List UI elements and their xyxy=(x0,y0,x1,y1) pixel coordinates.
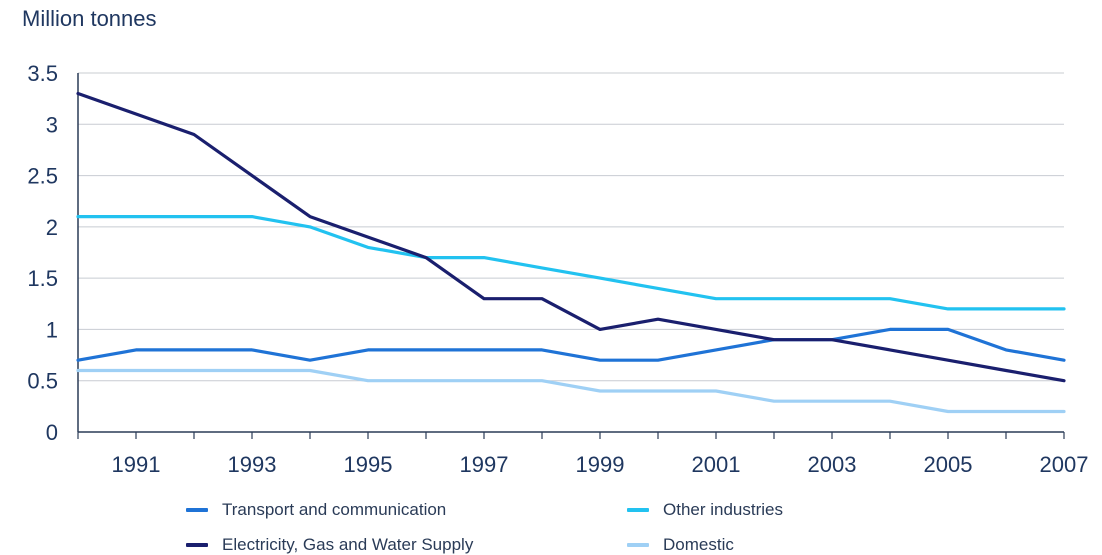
y-tick-label: 2.5 xyxy=(27,164,58,189)
x-tick-label: 1997 xyxy=(460,452,509,477)
series-line xyxy=(76,91,1066,383)
series-line xyxy=(76,327,1066,362)
y-tick-label: 0.5 xyxy=(27,369,58,394)
x-tick-label: 1995 xyxy=(344,452,393,477)
y-tick-label: 3 xyxy=(46,112,58,137)
y-tick-label: 2 xyxy=(46,215,58,240)
x-tick-label: 2001 xyxy=(692,452,741,477)
y-tick-label: 0 xyxy=(46,420,58,445)
y-axis-unit-label: Million tonnes xyxy=(22,6,157,31)
x-tick-label: 1991 xyxy=(112,452,161,477)
x-tick-label: 1999 xyxy=(576,452,625,477)
y-tick-label: 1 xyxy=(46,317,58,342)
y-tick-label: 1.5 xyxy=(27,266,58,291)
x-tick-label: 2003 xyxy=(808,452,857,477)
x-tick-label: 1993 xyxy=(228,452,277,477)
x-tick-label: 2007 xyxy=(1040,452,1089,477)
series-line xyxy=(76,368,1066,414)
y-tick-label: 3.5 xyxy=(27,61,58,86)
series-line xyxy=(76,215,1066,311)
x-tick-label: 2005 xyxy=(924,452,973,477)
